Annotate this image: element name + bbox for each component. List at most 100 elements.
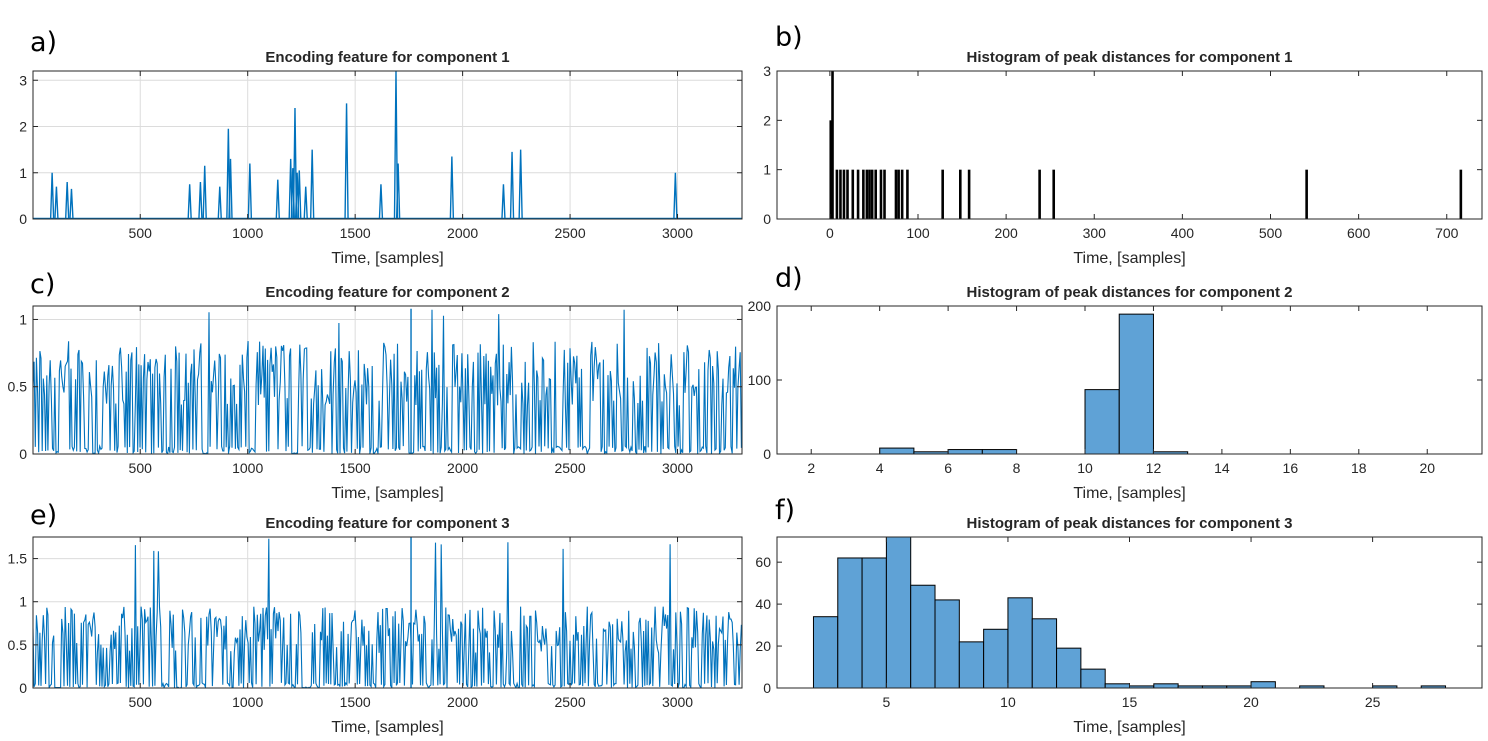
histogram-bar [865,169,869,219]
signal-spike [303,186,308,219]
y-tick-label: 0.5 [8,637,28,653]
histogram-bar [947,449,983,454]
histogram-bar [894,169,898,219]
panel-2: b) 0 100 200 300 400 500 600 700 0 1 2 3 Histogram of… [763,22,1483,267]
x-tick-label: 4 [876,460,884,476]
signal-spike [217,186,222,219]
x-tick-label: 600 [1347,225,1371,241]
y-tick-label: 0 [19,446,27,462]
x-axis-label: Time, [samples] [331,250,443,267]
y-tick-label: 0 [19,680,27,696]
y-tick-label: 0 [763,211,771,227]
axes-frame [776,70,1483,220]
signal-spike [247,163,253,219]
x-axis-label: Time, [samples] [1073,719,1185,736]
plot-content [33,308,742,454]
histogram-bar [900,169,904,219]
panel-title: Histogram of peak distances for componen… [967,284,1293,301]
panel-letter: f) [775,495,795,526]
histogram-bar [839,169,842,219]
signal-spike [378,184,384,219]
signal-spike [228,158,233,219]
panel-1: a) 500 1000 1500 2000 2500 3000 0 1 2 3 Encoding fe… [19,27,743,267]
panel-title: Histogram of peak distances for componen… [967,49,1293,66]
x-tick-label: 500 [129,225,153,241]
x-tick-label: 2000 [447,225,478,241]
signal-series [33,309,742,454]
signal-spike [449,156,455,219]
histogram-bar [1052,169,1056,219]
x-axis-label: Time, [samples] [1073,250,1185,267]
y-tick-label: 1.5 [8,551,28,567]
x-tick-label: 500 [1259,225,1283,241]
panel-5: e) 500 1000 1500 2000 2500 3000 0 0.5 1 1.5 Encodin… [8,500,743,736]
signal-spike [198,181,203,219]
histogram-bar [1104,683,1131,688]
histogram-bar [831,71,834,219]
y-tick-label: 1 [19,311,27,327]
y-tick-label: 200 [748,298,772,314]
panel-6: f) 5 10 15 20 25 0 20 40 60 Histogram of peak dist… [755,495,1483,736]
histogram-bar [837,557,863,688]
x-tick-label: 20 [1419,460,1435,476]
x-tick-label: 10 [1077,460,1093,476]
x-tick-label: 20 [1243,694,1259,710]
y-tick-label: 2 [763,112,771,128]
histogram-bar [1305,169,1308,219]
panel-letter: c) [30,269,55,300]
histogram-bar [874,169,877,219]
plot-content [829,71,1463,219]
panel-letter: a) [30,27,57,58]
x-tick-label: 400 [1171,225,1195,241]
histogram-bar [829,120,833,219]
x-tick-label: 3000 [662,694,693,710]
x-tick-label: 2500 [554,225,585,241]
x-tick-label: 100 [906,225,930,241]
x-tick-label: 2500 [554,460,585,476]
x-tick-label: 300 [1083,225,1107,241]
x-tick-label: 3000 [662,460,693,476]
plot-area [33,71,742,219]
x-tick-label: 500 [129,694,153,710]
histogram-bar [1031,618,1058,688]
histogram-bar [934,599,960,688]
histogram-bar [983,628,1009,688]
signal-spike [518,149,523,219]
x-tick-label: 1500 [340,694,371,710]
signal-spike [202,165,207,219]
histogram-bar [1084,389,1120,454]
histogram-bar [906,169,909,219]
y-tick-label: 2 [19,119,27,135]
y-tick-label: 60 [755,554,771,570]
y-tick-label: 40 [755,596,771,612]
y-tick-label: 0 [763,680,771,696]
x-tick-label: 1000 [232,225,263,241]
histogram-bar [879,447,915,454]
histogram-bar [1056,647,1082,688]
panel-letter: e) [30,500,57,531]
x-tick-label: 0 [826,225,834,241]
signal-spike [275,179,280,219]
histogram-bar [842,169,846,219]
histogram-bar [967,169,971,219]
histogram-bar [861,557,887,688]
histogram-bar [910,584,936,688]
panel-title: Encoding feature for component 3 [265,515,509,532]
x-tick-label: 8 [1013,460,1021,476]
axes-frame [32,305,743,455]
histogram-bar [981,449,1018,454]
x-tick-label: 500 [129,460,153,476]
x-tick-label: 25 [1365,694,1381,710]
signal-spike [187,184,192,219]
histogram-bar [1459,169,1463,219]
x-tick-label: 2 [807,460,815,476]
histogram-bar [1038,169,1041,219]
x-tick-label: 3000 [662,225,693,241]
signal-spike [509,151,515,219]
histogram-bar [1153,683,1179,688]
x-tick-label: 2500 [554,694,585,710]
histogram-bar [870,169,874,219]
histogram-bar [883,169,886,219]
